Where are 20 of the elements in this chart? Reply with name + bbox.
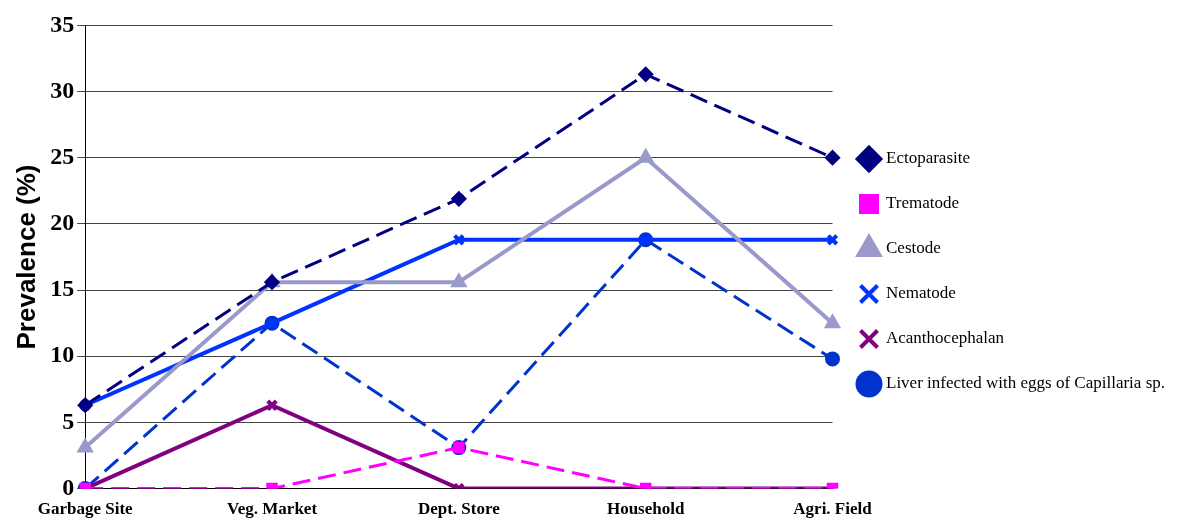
y-tick-label: 10 — [50, 341, 75, 368]
legend-label: Liver infected with eggs of Capillaria sp. — [886, 373, 1165, 393]
y-tick-label: 5 — [62, 407, 75, 434]
y-tick-label: 15 — [50, 275, 75, 302]
x-tick-label: Agri. Field — [793, 499, 873, 519]
y-tick-label: 20 — [50, 209, 75, 236]
y-tick-label: 35 — [50, 10, 75, 37]
legend-label: Ectoparasite — [886, 148, 971, 168]
legend-label: Acanthocephalan — [886, 328, 1005, 348]
x-tick-label: Veg. Market — [227, 499, 318, 519]
y-tick-label: 30 — [50, 76, 75, 103]
legend-label: Cestode — [886, 238, 941, 258]
legend-label: Nematode — [886, 283, 956, 303]
x-tick-label: Garbage Site — [37, 499, 134, 519]
y-tick-label: 25 — [50, 142, 75, 169]
x-tick-label: Household — [606, 499, 685, 519]
y-axis-title: Prevalence (%) — [10, 164, 41, 350]
legend-label: Trematode — [886, 193, 960, 213]
y-tick-label: 0 — [62, 473, 75, 500]
x-tick-label: Dept. Store — [417, 499, 501, 519]
